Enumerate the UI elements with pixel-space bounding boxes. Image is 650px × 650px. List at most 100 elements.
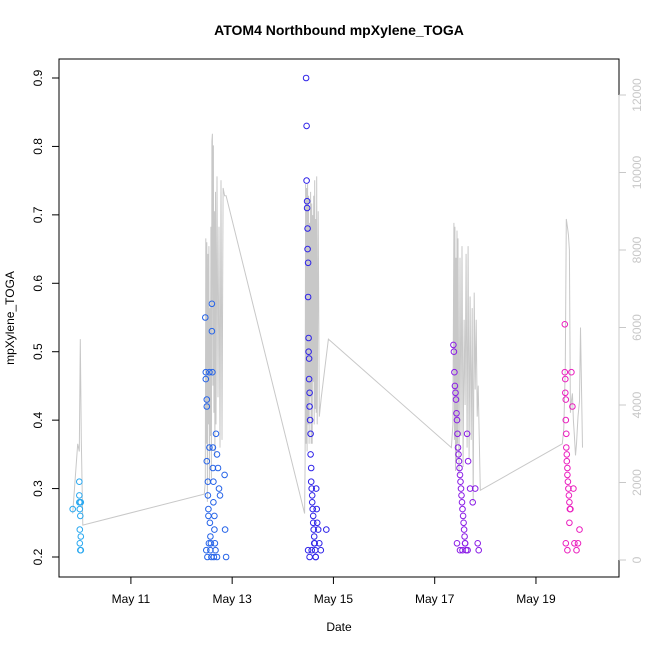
x-tick-label: May 19 (516, 592, 556, 606)
data-point (207, 540, 215, 547)
data-point (308, 485, 316, 492)
data-point (309, 512, 317, 520)
data-point (221, 471, 228, 479)
data-point (564, 471, 571, 479)
data-point (303, 177, 310, 184)
data-point (457, 485, 465, 492)
data-point (474, 540, 482, 547)
data-point (454, 444, 462, 451)
data-point (76, 526, 84, 533)
data-point (461, 533, 468, 540)
x-tick-label: May 15 (314, 592, 354, 606)
data-point (203, 457, 211, 465)
y-tick-label: 0.7 (31, 206, 45, 223)
data-point (566, 519, 573, 527)
data-point (215, 485, 223, 492)
data-point (77, 546, 85, 554)
data-point (77, 533, 85, 540)
secondary-y-axis: 0 2000 4000 6000 8000 10000 12000 (618, 78, 644, 563)
data-point (303, 204, 311, 212)
y-axis-label: mpXylene_TOGA (3, 271, 17, 365)
data-point (303, 122, 310, 130)
chart-title: ATOM4 Northbound mpXylene_TOGA (214, 22, 464, 38)
data-points-layer (69, 74, 583, 561)
data-point (304, 225, 311, 232)
data-point (306, 389, 313, 397)
data-point (202, 314, 209, 321)
data-point (450, 348, 458, 356)
data-point (204, 553, 211, 561)
data-point (469, 499, 477, 506)
y-tick-label: 0.3 (31, 480, 45, 497)
data-point (307, 464, 315, 472)
altitude-trace-line (72, 133, 583, 526)
data-point (306, 403, 313, 410)
data-point (203, 396, 211, 403)
data-point (317, 546, 325, 554)
data-point (304, 259, 312, 267)
data-point (573, 546, 580, 554)
data-point (460, 519, 467, 527)
data-point (565, 492, 573, 499)
data-point (216, 492, 224, 499)
data-point (464, 457, 472, 465)
data-point (475, 546, 483, 554)
data-point (456, 464, 463, 472)
data-point (459, 505, 466, 513)
data-point (310, 526, 318, 533)
data-point (455, 457, 463, 465)
data-point (202, 375, 210, 383)
data-point (211, 512, 218, 520)
data-point (203, 403, 211, 410)
y-axis: 0.2 0.3 0.4 0.5 0.6 0.7 0.8 0.9 (31, 69, 60, 565)
data-point (561, 368, 569, 376)
data-point (69, 505, 76, 513)
x-axis-label: Date (326, 620, 352, 634)
x-tick-label: May 13 (212, 592, 252, 606)
data-point (305, 348, 312, 356)
data-point (466, 485, 474, 492)
y-tick-label: 0.9 (31, 69, 45, 86)
data-point (314, 526, 322, 533)
data-point (460, 526, 468, 533)
data-point (453, 410, 460, 417)
data-point (571, 540, 578, 547)
data-point (452, 396, 460, 403)
data-point (562, 389, 569, 397)
data-point (456, 546, 464, 554)
x-tick-label: May 17 (415, 592, 455, 606)
data-point (302, 74, 310, 82)
data-point (569, 403, 576, 410)
data-point (206, 519, 214, 527)
data-point (77, 499, 85, 506)
data-point (307, 478, 315, 486)
data-point (304, 293, 312, 301)
data-point (306, 416, 314, 424)
data-point (570, 485, 577, 492)
altitude-trace-layer (72, 133, 583, 526)
data-point (451, 382, 459, 390)
data-point (562, 396, 570, 403)
data-point (561, 321, 569, 328)
data-point (221, 526, 229, 533)
data-point (208, 327, 216, 335)
data-point (214, 464, 222, 472)
data-point (451, 368, 458, 376)
data-point (211, 540, 219, 547)
data-point (563, 457, 571, 465)
data-point (464, 546, 471, 554)
data-point (309, 519, 317, 527)
data-point (562, 416, 570, 424)
data-point (307, 430, 314, 438)
data-point (212, 430, 220, 438)
x-axis: May 11 May 13 May 15 May 17 May 19 (112, 576, 556, 606)
data-point (456, 471, 464, 479)
data-point (323, 526, 330, 533)
data-point (453, 540, 461, 547)
data-point (305, 375, 313, 383)
y2-tick-label: 6000 (630, 314, 644, 341)
data-point (210, 499, 217, 506)
data-point (304, 546, 312, 554)
data-point (306, 553, 313, 561)
